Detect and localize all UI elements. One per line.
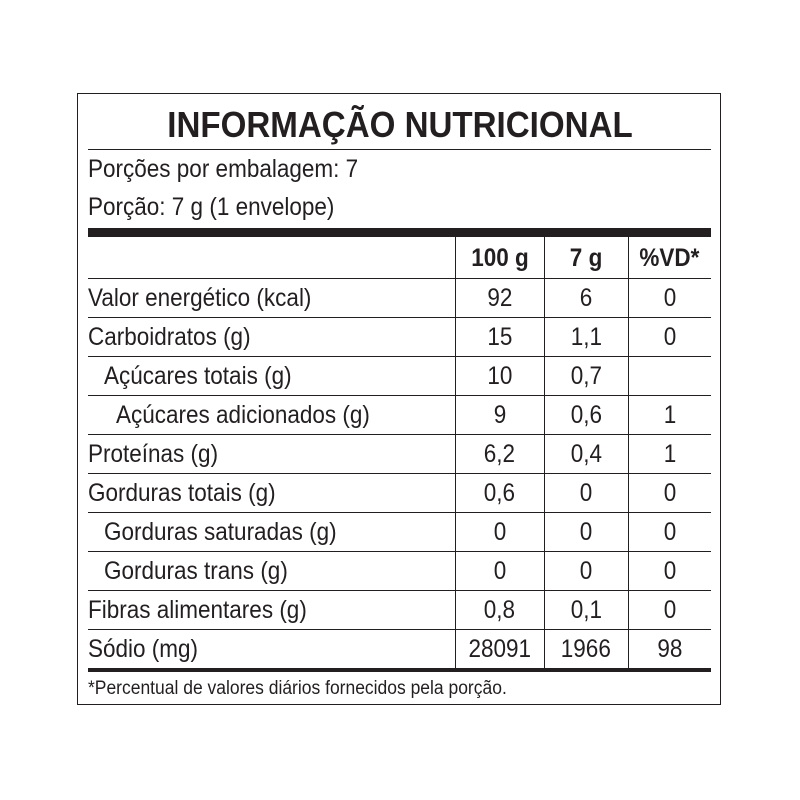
- value-per-100g: 15: [454, 317, 544, 357]
- nutrient-label: Açúcares totais (g): [88, 356, 455, 396]
- value-per-100g: 0,8: [454, 590, 544, 630]
- table-row: Açúcares totais (g) 10 0,7: [88, 356, 711, 396]
- value-per-100g: 10: [454, 356, 544, 396]
- table-row: Sódio (mg) 28091 1966 98: [88, 629, 711, 668]
- header-serving: 7 g: [543, 237, 628, 279]
- nutrient-label: Carboidratos (g): [88, 317, 455, 357]
- nutrition-table: 100 g 7 g %VD* Valor energético (kcal) 92…: [88, 237, 711, 668]
- servings-per-package: Porções por embalagem: 7: [88, 150, 711, 188]
- value-per-serving: 0: [543, 512, 628, 552]
- table-row: Fibras alimentares (g) 0,8 0,1 0: [88, 590, 711, 630]
- value-vd: 0: [627, 317, 711, 357]
- table-row: Proteínas (g) 6,2 0,4 1: [88, 434, 711, 474]
- value-vd: 0: [627, 590, 711, 630]
- table-row: Valor energético (kcal) 92 6 0: [88, 278, 711, 318]
- header-100g: 100 g: [454, 237, 544, 279]
- nutrient-label: Gorduras saturadas (g): [88, 512, 455, 552]
- serving-size: Porção: 7 g (1 envelope): [88, 188, 711, 226]
- value-per-100g: 9: [454, 395, 544, 435]
- bottom-thick-divider: [88, 668, 711, 672]
- title-text: INFORMAÇÃO NUTRICIONAL: [166, 104, 633, 145]
- table-row: Carboidratos (g) 15 1,1 0: [88, 317, 711, 357]
- table-row: Gorduras totais (g) 0,6 0 0: [88, 473, 711, 513]
- nutrient-label: Gorduras totais (g): [88, 473, 455, 513]
- nutrient-label: Açúcares adicionados (g): [88, 395, 455, 435]
- value-per-serving: 0: [543, 551, 628, 591]
- value-vd: 1: [627, 434, 711, 474]
- value-vd: 0: [627, 551, 711, 591]
- label-title: INFORMAÇÃO NUTRICIONAL: [88, 94, 711, 150]
- thick-divider: [88, 228, 711, 237]
- table-header-row: 100 g 7 g %VD*: [88, 237, 711, 279]
- value-per-100g: 0: [454, 512, 544, 552]
- value-per-serving: 6: [543, 278, 628, 318]
- footnote-text: *Percentual de valores diários fornecido…: [88, 678, 507, 699]
- value-per-100g: 6,2: [454, 434, 544, 474]
- value-per-serving: 0,4: [543, 434, 628, 474]
- value-vd: 1: [627, 395, 711, 435]
- footnote: *Percentual de valores diários fornecido…: [88, 672, 711, 706]
- value-per-100g: 28091: [454, 629, 544, 668]
- value-per-100g: 0: [454, 551, 544, 591]
- nutrient-label: Sódio (mg): [88, 635, 199, 663]
- value-per-serving: 0,1: [543, 590, 628, 630]
- value-per-serving: 0,6: [543, 395, 628, 435]
- value-per-serving: 1966: [543, 629, 628, 668]
- value-vd: [627, 356, 711, 396]
- header-vd: %VD*: [627, 237, 711, 279]
- table-row: Gorduras trans (g) 0 0 0: [88, 551, 711, 591]
- value-per-serving: 0: [543, 473, 628, 513]
- value-per-serving: 0,7: [543, 356, 628, 396]
- table-row: Açúcares adicionados (g) 9 0,6 1: [88, 395, 711, 435]
- value-per-100g: 0,6: [454, 473, 544, 513]
- nutrient-label: Proteínas (g): [88, 434, 455, 474]
- value-per-100g: 92: [454, 278, 544, 318]
- value-vd: 98: [627, 629, 711, 668]
- nutrient-label: Gorduras trans (g): [88, 551, 455, 591]
- nutrient-label: Valor energético (kcal): [88, 278, 455, 318]
- nutrient-label: Fibras alimentares (g): [88, 590, 455, 630]
- value-vd: 0: [627, 278, 711, 318]
- servings-text: Porções por embalagem: 7: [88, 155, 359, 183]
- table-row: Gorduras saturadas (g) 0 0 0: [88, 512, 711, 552]
- value-vd: 0: [627, 512, 711, 552]
- serving-size-text: Porção: 7 g (1 envelope): [88, 193, 335, 221]
- nutrition-facts-label: INFORMAÇÃO NUTRICIONAL Porções por embal…: [77, 93, 721, 705]
- value-per-serving: 1,1: [543, 317, 628, 357]
- header-empty: [88, 237, 455, 279]
- value-vd: 0: [627, 473, 711, 513]
